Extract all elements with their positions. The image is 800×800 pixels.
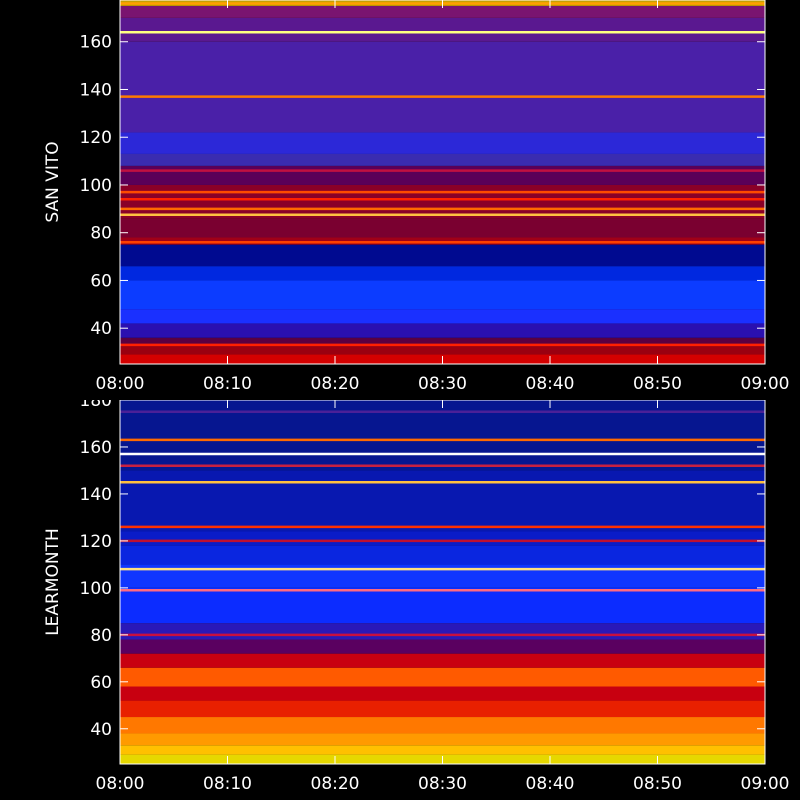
san-vito-x-tick-label: 08:40 [526, 374, 575, 394]
san-vito-band [120, 218, 765, 238]
san-vito-y-tick-label: 80 [90, 224, 112, 244]
learmonth-y-tick-label: 120 [80, 532, 112, 552]
learmonth-y-axis: 40 60 80 100 120 140 160 180 [80, 400, 765, 740]
san-vito-x-tick-label: 09:00 [741, 374, 790, 394]
learmonth-x-tick-label: 08:30 [418, 774, 467, 794]
san-vito-band [120, 41, 765, 133]
learmonth-frame [119, 400, 766, 765]
learmonth-x-tick-label: 08:50 [633, 774, 682, 794]
san-vito-x-tick-label: 08:00 [96, 374, 145, 394]
san-vito-spectrogram: 08:00 08:10 08:20 08:30 08:40 08:50 09:00 40 60… [43, 0, 790, 394]
learmonth-x-tick-label: 08:10 [203, 774, 252, 794]
learmonth-band [120, 733, 765, 746]
learmonth-y-tick-label: 80 [90, 626, 112, 646]
san-vito-y-tick-label: 180 [80, 0, 112, 5]
san-vito-band [120, 280, 765, 310]
san-vito-band [120, 153, 765, 166]
san-vito-band [120, 323, 765, 338]
san-vito-x-tick-label: 08:30 [418, 374, 467, 394]
learmonth-y-tick-label: 160 [80, 438, 112, 458]
learmonth-band [120, 700, 765, 718]
san-vito-y-tick-label: 160 [80, 33, 112, 53]
san-vito-band [120, 165, 765, 185]
san-vito-y-axis-label: SAN VITO [43, 141, 63, 222]
san-vito-band [120, 337, 765, 345]
learmonth-band [120, 639, 765, 654]
san-vito-plot-area [120, 0, 765, 364]
learmonth-band [120, 587, 765, 624]
san-vito-band [120, 266, 765, 281]
san-vito-band [120, 244, 765, 267]
learmonth-x-tick-label: 08:40 [526, 774, 575, 794]
learmonth-band [120, 653, 765, 668]
san-vito-band [120, 309, 765, 324]
san-vito-x-tick-label: 08:20 [311, 374, 360, 394]
learmonth-y-tick-label: 140 [80, 485, 112, 505]
learmonth-band [120, 686, 765, 701]
learmonth-x-axis: 08:00 08:10 08:20 08:30 08:40 08:50 09:00 [96, 400, 790, 794]
learmonth-plot-area [120, 400, 765, 764]
learmonth-band [120, 717, 765, 734]
learmonth-spectrogram: 08:00 08:10 08:20 08:30 08:40 08:50 09:00 40 60… [43, 400, 790, 794]
san-vito-panel: 08:00 08:10 08:20 08:30 08:40 08:50 09:00 40 60… [43, 0, 790, 394]
learmonth-y-tick-label: 180 [80, 400, 112, 411]
learmonth-x-tick-label: 08:20 [311, 774, 360, 794]
learmonth-y-tick-label: 100 [80, 579, 112, 599]
learmonth-band [120, 623, 765, 640]
learmonth-x-tick-label: 08:00 [96, 774, 145, 794]
san-vito-x-tick-label: 08:10 [203, 374, 252, 394]
san-vito-y-tick-label: 140 [80, 80, 112, 100]
learmonth-band [120, 667, 765, 687]
san-vito-frame [119, 0, 766, 365]
learmonth-y-tick-label: 60 [90, 673, 112, 693]
san-vito-y-tick-label: 40 [90, 319, 112, 339]
san-vito-y-tick-label: 60 [90, 271, 112, 291]
san-vito-x-axis: 08:00 08:10 08:20 08:30 08:40 08:50 09:00 [96, 0, 790, 394]
learmonth-x-tick-label: 09:00 [741, 774, 790, 794]
san-vito-band [120, 5, 765, 18]
learmonth-band [120, 531, 765, 546]
learmonth-y-axis-label: LEARMONTH [43, 528, 63, 636]
san-vito-band [120, 132, 765, 154]
san-vito-band [120, 17, 765, 42]
san-vito-band [120, 184, 765, 219]
san-vito-x-tick-label: 08:50 [633, 374, 682, 394]
learmonth-band [120, 470, 765, 532]
learmonth-panel: 08:00 08:10 08:20 08:30 08:40 08:50 09:00 40 60… [0, 400, 800, 800]
san-vito-y-axis: 40 60 80 100 120 140 160 180 [80, 0, 765, 339]
learmonth-band [120, 545, 765, 565]
san-vito-y-tick-label: 120 [80, 128, 112, 148]
learmonth-y-tick-label: 40 [90, 720, 112, 740]
learmonth-band [120, 745, 765, 755]
san-vito-band [120, 344, 765, 355]
san-vito-y-tick-label: 100 [80, 176, 112, 196]
